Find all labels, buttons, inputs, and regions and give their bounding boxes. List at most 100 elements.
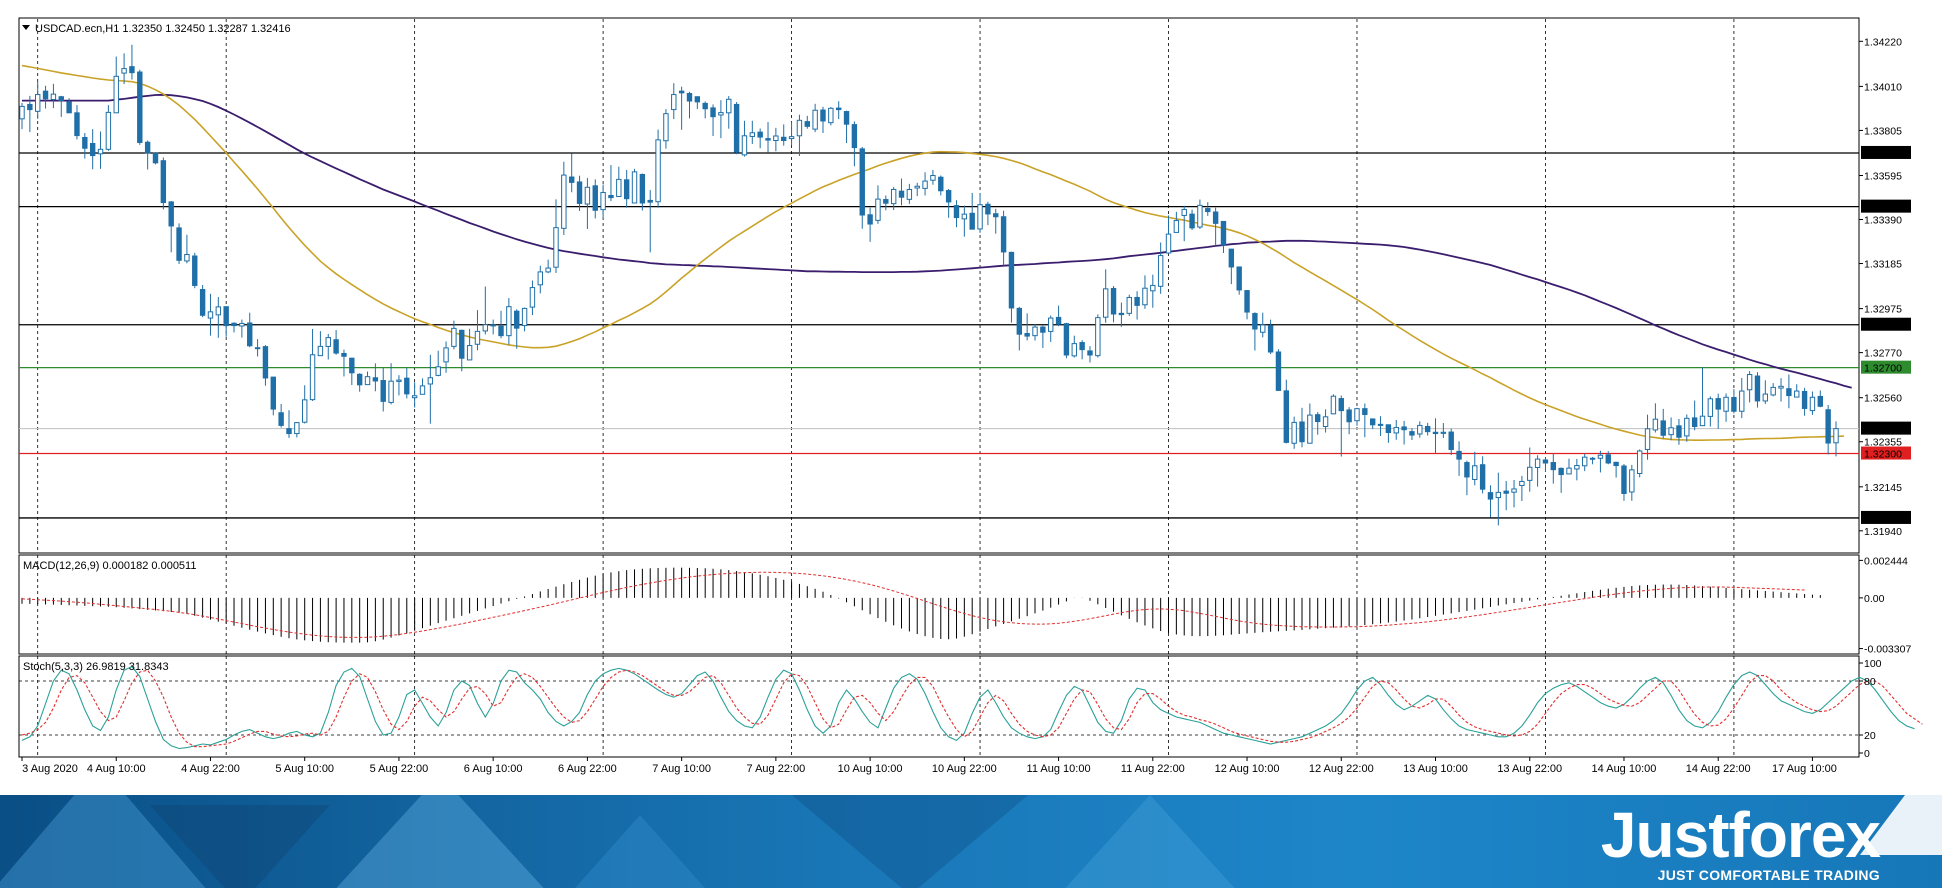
banner-decoration [1050, 795, 1250, 888]
candle-body [1040, 326, 1046, 333]
candle-body [231, 322, 237, 327]
candle [1267, 319, 1274, 355]
candle [1566, 458, 1572, 475]
candle [1220, 220, 1227, 254]
candle [184, 234, 190, 264]
candle-body [302, 399, 308, 423]
candle [1212, 207, 1219, 246]
candle-body [1440, 431, 1447, 434]
candle-body [1542, 459, 1549, 464]
level-label: 1.32000 [1864, 513, 1902, 525]
candle-body [58, 96, 64, 102]
macd-panel-frame [18, 554, 1860, 655]
candle [1746, 371, 1753, 403]
candle [1684, 414, 1690, 442]
candle-body [828, 107, 834, 124]
main-panel-frame [18, 17, 1860, 554]
price-tick-label: 1.32770 [1864, 348, 1902, 360]
candle-body [851, 124, 858, 149]
candle [977, 193, 983, 233]
candle [356, 373, 363, 392]
candle-body [812, 109, 818, 130]
candle [1503, 481, 1509, 511]
candle-body [325, 337, 331, 347]
candle-body [176, 227, 182, 261]
candle-body [1833, 428, 1839, 444]
stoch-panel-frame [18, 655, 1860, 758]
candle [788, 121, 795, 146]
candle [19, 102, 25, 130]
candle-body [608, 194, 614, 199]
candle-body [466, 345, 473, 361]
candle [364, 371, 371, 386]
candle [781, 124, 787, 146]
ma-slow-line [22, 93, 1852, 389]
candle-body [1456, 450, 1462, 460]
candle [1613, 461, 1619, 478]
candle-body [286, 428, 292, 435]
candle [1040, 325, 1046, 348]
candle-body [152, 152, 159, 164]
candle-body [1794, 390, 1800, 398]
candle-body [1424, 425, 1431, 433]
candle-body [985, 203, 991, 215]
candle-body [1644, 428, 1651, 450]
candle-body [993, 213, 999, 218]
candle [419, 378, 426, 395]
candle [247, 312, 253, 348]
candle-body [1369, 418, 1376, 426]
moving-averages [21, 64, 1852, 442]
candle [1401, 420, 1407, 445]
candle [1126, 294, 1132, 316]
candle [702, 101, 708, 119]
candle-body [1786, 388, 1792, 397]
candle-body [1315, 414, 1321, 423]
time-tick-label: 13 Aug 22:00 [1497, 763, 1562, 775]
candle-body [953, 205, 960, 219]
candle-body [883, 199, 889, 204]
candle-body [160, 160, 167, 204]
candle-body [1762, 393, 1769, 402]
candle-body [192, 255, 198, 286]
candle [576, 175, 583, 211]
candle [1456, 441, 1462, 476]
candle [1754, 372, 1761, 408]
candle-body [419, 385, 426, 395]
candle-body [1267, 325, 1274, 353]
candle [443, 341, 449, 373]
candle [1346, 407, 1352, 435]
candle-body [1008, 251, 1015, 309]
candle [733, 102, 740, 155]
candle-body [144, 141, 151, 154]
candle [592, 179, 598, 219]
candle-body [584, 186, 591, 205]
candle-body [521, 307, 528, 327]
candle [1393, 420, 1399, 440]
candle [1527, 447, 1533, 492]
candle-body [867, 214, 873, 225]
candle-body [1621, 465, 1627, 494]
candle [1770, 383, 1776, 397]
candle [411, 382, 418, 408]
candle-body [1691, 417, 1698, 427]
candle [1252, 312, 1258, 351]
time-tick-label: 4 Aug 10:00 [87, 763, 146, 775]
candle [1299, 407, 1305, 448]
candle [74, 105, 80, 140]
candle [804, 115, 810, 129]
candle-body [655, 139, 661, 203]
candle-body [1291, 421, 1297, 444]
candle [1102, 269, 1109, 323]
candle-body [1401, 426, 1407, 431]
candle-body [82, 137, 88, 149]
candle [506, 298, 512, 345]
banner-decoration [780, 795, 1040, 888]
candle [404, 368, 410, 399]
candle-body [553, 227, 559, 268]
candle-body [1346, 409, 1352, 423]
candle [1574, 458, 1580, 481]
candle-body [1354, 408, 1360, 422]
stoch-tick-label: 80 [1864, 676, 1876, 688]
candle [1676, 418, 1682, 445]
symbol-dropdown-icon[interactable] [22, 25, 30, 30]
